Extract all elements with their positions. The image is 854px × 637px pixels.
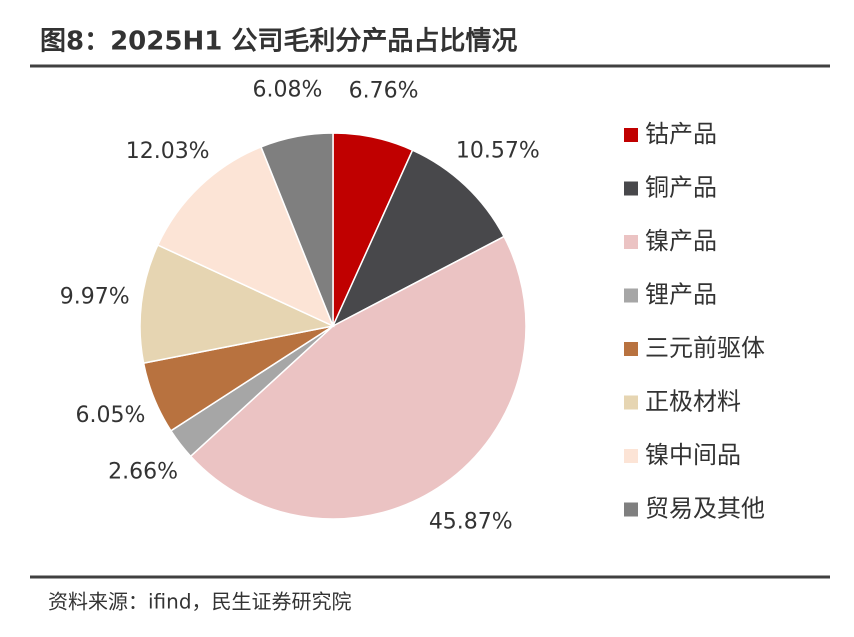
legend-label: 正极材料 [645, 388, 741, 416]
legend-label: 铜产品 [645, 174, 717, 202]
pie-slice [331, 149, 506, 328]
data-label: 45.87% [429, 510, 513, 535]
legend-swatch [624, 128, 638, 142]
pie-slice [156, 145, 335, 328]
legend-swatch [624, 449, 638, 463]
chart-title: 图8：2025H1 公司毛利分产品占比情况 [40, 27, 517, 57]
data-label: 12.03% [126, 139, 210, 164]
legend-swatch [624, 235, 638, 249]
legend-label: 镍中间品 [645, 441, 741, 469]
legend-swatch [624, 395, 638, 410]
data-label: 6.05% [76, 403, 146, 428]
legend-label: 三元前驱体 [645, 334, 765, 362]
pie-slice [260, 132, 334, 327]
data-label: 9.97% [60, 284, 130, 309]
data-label: 2.66% [108, 460, 178, 485]
legend-swatch [624, 502, 638, 517]
legend-swatch [624, 342, 638, 356]
legend-label: 钴产品 [645, 120, 717, 148]
legend-swatch [624, 288, 638, 303]
source-note: 资料来源：ifind，民生证券研究院 [48, 590, 352, 614]
legend-label: 镍产品 [645, 227, 717, 255]
data-label: 10.57% [456, 139, 540, 164]
data-label: 6.76% [349, 78, 419, 103]
legend-swatch [624, 181, 638, 196]
legend-label: 贸易及其他 [645, 495, 765, 523]
pie-slice [139, 244, 336, 365]
legend-label: 锂产品 [645, 281, 717, 309]
data-label: 6.08% [252, 77, 322, 102]
pie-slice [189, 235, 527, 520]
